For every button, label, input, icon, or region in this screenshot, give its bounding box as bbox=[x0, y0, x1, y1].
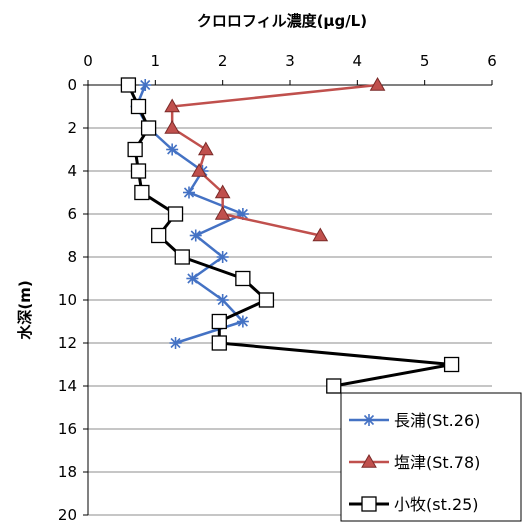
data-point-2-3 bbox=[127, 141, 143, 158]
data-point-2-5 bbox=[134, 184, 150, 201]
series-layer bbox=[120, 76, 460, 394]
data-point-2-2 bbox=[140, 120, 157, 136]
series-line-1 bbox=[170, 83, 378, 237]
series-2 bbox=[120, 77, 460, 394]
x-axis-title: クロロフィル濃度(μg/L) bbox=[197, 12, 367, 30]
data-point-1-0 bbox=[369, 76, 386, 91]
y-tick-label-2: 2 bbox=[67, 119, 77, 137]
legend-item-1: 塩津(St.78) bbox=[349, 453, 480, 472]
x-tick-label-4: 4 bbox=[353, 52, 363, 70]
data-point-2-7 bbox=[151, 227, 167, 244]
x-tick-label-6: 6 bbox=[487, 52, 497, 70]
y-tick-label-12: 12 bbox=[58, 334, 77, 352]
data-point-2-13 bbox=[443, 356, 460, 373]
data-point-1-3 bbox=[197, 141, 214, 156]
legend-marker-0 bbox=[363, 414, 375, 426]
y-tick-label-18: 18 bbox=[58, 463, 77, 481]
legend: 長浦(St.26) 塩津(St.78) 小牧(st.25) bbox=[340, 392, 522, 522]
series-0 bbox=[130, 79, 249, 349]
data-point-1-2 bbox=[164, 119, 181, 134]
data-point-2-8 bbox=[174, 249, 190, 265]
legend-item-0: 長浦(St.26) bbox=[349, 411, 480, 430]
data-point-0-5 bbox=[183, 186, 195, 199]
legend-marker-2 bbox=[361, 496, 377, 512]
y-tick-label-0: 0 bbox=[67, 76, 77, 94]
y-tick-label-14: 14 bbox=[58, 377, 77, 395]
legend-label-1: 塩津(St.78) bbox=[394, 453, 480, 472]
data-point-1-1 bbox=[164, 98, 181, 113]
legend-marker-1 bbox=[361, 453, 377, 468]
x-tick-label-5: 5 bbox=[420, 52, 430, 70]
data-point-2-10 bbox=[258, 292, 275, 308]
y-tick-label-16: 16 bbox=[58, 420, 77, 438]
legend-item-2: 小牧(st.25) bbox=[349, 495, 479, 514]
data-point-0-3 bbox=[166, 143, 179, 156]
data-point-0-12 bbox=[169, 337, 182, 349]
x-tick-label-1: 1 bbox=[151, 52, 161, 70]
data-point-0-9 bbox=[186, 272, 199, 285]
data-point-2-12 bbox=[211, 335, 227, 351]
data-point-1-6 bbox=[214, 205, 231, 220]
data-point-1-4 bbox=[191, 162, 207, 177]
data-point-2-11 bbox=[211, 313, 227, 330]
y-tick-label-4: 4 bbox=[67, 162, 77, 180]
y-tick-label-6: 6 bbox=[67, 205, 77, 223]
x-tick-label-0: 0 bbox=[83, 52, 93, 70]
y-axis-title: 水深(m) bbox=[16, 280, 34, 339]
data-point-0-11 bbox=[236, 315, 249, 328]
x-tick-label-3: 3 bbox=[285, 52, 295, 70]
data-point-0-8 bbox=[216, 251, 229, 263]
data-point-2-9 bbox=[235, 270, 251, 287]
data-point-1-7 bbox=[312, 227, 329, 242]
data-point-2-1 bbox=[130, 98, 147, 115]
data-point-2-0 bbox=[120, 77, 137, 93]
y-tick-label-8: 8 bbox=[67, 248, 77, 266]
data-point-1-5 bbox=[214, 184, 231, 199]
data-point-2-4 bbox=[130, 163, 147, 179]
y-tick-label-20: 20 bbox=[58, 506, 77, 524]
x-tick-label-2: 2 bbox=[218, 52, 228, 70]
data-point-0-0 bbox=[139, 79, 152, 91]
data-point-2-14 bbox=[326, 378, 342, 394]
legend-label-2: 小牧(st.25) bbox=[394, 495, 479, 514]
data-point-0-10 bbox=[216, 294, 229, 306]
legend-label-0: 長浦(St.26) bbox=[394, 411, 480, 430]
y-tick-label-10: 10 bbox=[58, 291, 77, 309]
data-point-0-7 bbox=[189, 229, 202, 242]
data-point-2-6 bbox=[167, 206, 184, 222]
series-1 bbox=[164, 76, 386, 242]
